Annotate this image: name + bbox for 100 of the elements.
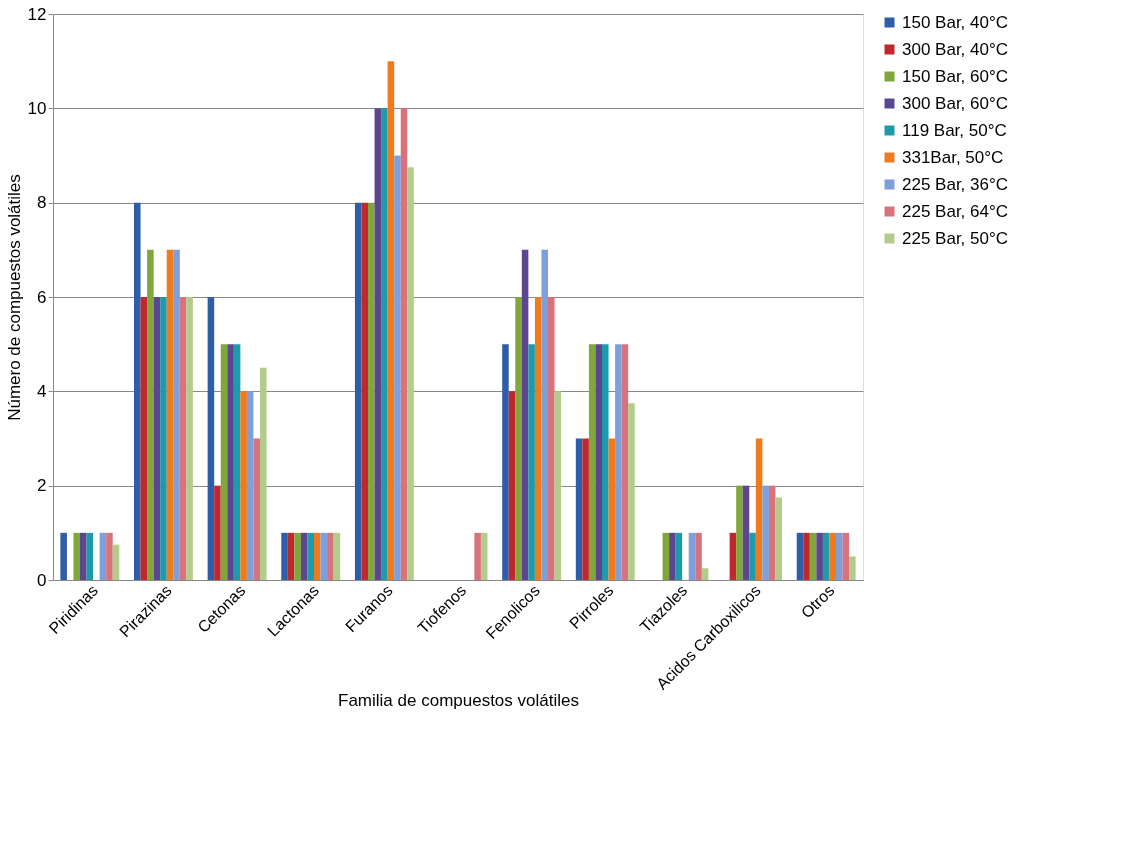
bar [214, 485, 221, 580]
bar [333, 532, 341, 580]
bar [675, 532, 683, 580]
bar [86, 532, 94, 580]
bar [729, 532, 737, 580]
bar [227, 344, 234, 580]
bar [796, 532, 804, 580]
y-tick-label: 6 [37, 287, 47, 307]
legend-label: 150 Bar, 60°C [902, 66, 1009, 86]
bar [662, 532, 670, 580]
bar [474, 532, 481, 580]
y-axis-title: Número de compuestos volátiles [4, 174, 24, 421]
bar [768, 485, 776, 580]
bar [602, 344, 609, 580]
bar [521, 249, 529, 580]
bar [669, 532, 676, 580]
bar [688, 532, 696, 580]
legend-label: 300 Bar, 60°C [902, 93, 1009, 113]
y-tick-label: 0 [37, 570, 47, 590]
bar [287, 532, 295, 580]
bar [327, 532, 334, 580]
legend-label: 225 Bar, 64°C [902, 201, 1009, 221]
bar [595, 344, 602, 580]
y-tick-label: 2 [37, 476, 47, 496]
bar [166, 249, 174, 580]
bar [615, 344, 622, 580]
bar [186, 297, 193, 580]
bar [361, 202, 368, 580]
legend-label: 300 Bar, 40°C [902, 39, 1009, 59]
bar [755, 438, 763, 580]
bar [320, 532, 328, 580]
bar [775, 497, 782, 580]
bar [134, 202, 141, 580]
bar [281, 532, 288, 580]
bar [822, 532, 830, 580]
bar [246, 391, 254, 580]
bar [695, 532, 702, 580]
bar [160, 297, 167, 580]
bar [736, 485, 743, 580]
bar [548, 297, 555, 580]
bar [374, 108, 382, 580]
bar [260, 367, 267, 580]
bar [480, 532, 488, 580]
bar [354, 202, 362, 580]
bar [106, 532, 113, 580]
bar [502, 344, 509, 580]
bar [112, 544, 120, 580]
bar [575, 438, 583, 580]
bar [240, 391, 247, 580]
bar [179, 297, 187, 580]
bar [387, 61, 395, 580]
bar [701, 568, 709, 580]
bar [60, 532, 67, 580]
bar [554, 391, 562, 580]
bar [314, 532, 321, 580]
y-tick-label: 10 [27, 98, 47, 118]
bar [400, 108, 408, 580]
bar [842, 532, 850, 580]
bar [515, 297, 522, 580]
legend-label: 150 Bar, 40°C [902, 12, 1009, 32]
bar [508, 391, 516, 580]
bar [582, 438, 589, 580]
bar [541, 249, 548, 580]
legend-label: 331Bar, 50°C [902, 147, 1004, 167]
bar [73, 532, 80, 580]
bar [829, 532, 836, 580]
bar [300, 532, 308, 580]
bar [534, 297, 542, 580]
bar [294, 532, 301, 580]
bar [803, 532, 810, 580]
bar [742, 485, 750, 580]
bar [80, 532, 87, 580]
x-axis-title: Familia de compuestos volátiles [338, 690, 579, 710]
bar [99, 532, 107, 580]
legend-label: 119 Bar, 50°C [902, 120, 1007, 140]
legend-label: 225 Bar, 36°C [902, 174, 1009, 194]
bar [608, 438, 616, 580]
bar [233, 344, 241, 580]
y-tick-label: 12 [27, 4, 47, 24]
bar [253, 438, 260, 580]
bar [307, 532, 314, 580]
bar [762, 485, 769, 580]
y-tick-label: 8 [37, 193, 47, 213]
bar [140, 297, 148, 580]
y-tick-label: 4 [37, 381, 47, 401]
bar [621, 344, 629, 580]
bar [628, 403, 635, 580]
bar [220, 344, 228, 580]
bar [816, 532, 823, 580]
bar [749, 532, 756, 580]
bar [836, 532, 843, 580]
bar [207, 297, 215, 580]
bar [153, 297, 161, 580]
bar [394, 155, 401, 580]
bar [528, 344, 535, 580]
bar [368, 202, 375, 580]
bar [849, 556, 856, 580]
bar [588, 344, 596, 580]
legend-label: 225 Bar, 50°C [902, 228, 1009, 248]
bar [407, 167, 414, 580]
